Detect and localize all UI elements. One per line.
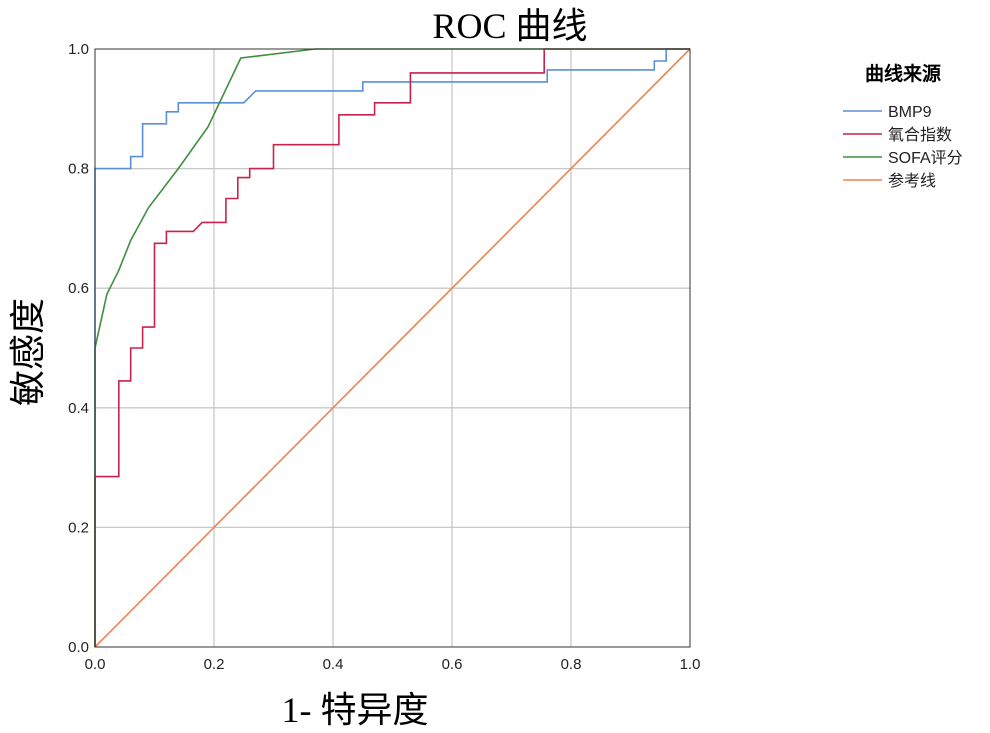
legend-label: 参考线 [888, 172, 936, 190]
legend-label: SOFA评分 [888, 149, 963, 167]
y-tick-label: 0.8 [68, 161, 89, 178]
y-tick-label: 0.6 [68, 280, 89, 297]
series-line-0 [94, 48, 690, 647]
legend-label: BMP9 [888, 104, 932, 121]
x-tick-label: 0.0 [85, 656, 106, 673]
y-tick-label: 0.4 [68, 400, 89, 417]
y-axis-label: 敏感度 [8, 298, 48, 406]
gridlines [95, 49, 690, 647]
x-tick-label: 0.8 [561, 656, 582, 673]
series-line-1 [94, 48, 690, 647]
legend-title: 曲线来源 [865, 62, 941, 85]
series-line-3 [94, 48, 691, 648]
y-tick-label: 1.0 [68, 41, 89, 58]
x-tick-label: 1.0 [680, 656, 701, 673]
y-tick-label: 0.0 [68, 639, 89, 656]
series-line-2 [94, 48, 690, 647]
x-tick-label: 0.6 [442, 656, 463, 673]
tick-labels: 0.0 0.2 0.4 0.6 0.8 1.0 0.0 0.2 0.4 0.6 0.8 1.0 [68, 41, 700, 673]
chart-title: ROC 曲线 [432, 6, 587, 46]
legend-label: 氧合指数 [888, 126, 952, 144]
x-tick-label: 0.4 [323, 656, 344, 673]
x-axis-label: 1- 特异度 [282, 690, 429, 730]
plot-frame [94, 48, 691, 648]
x-tick-label: 0.2 [204, 656, 225, 673]
series-layer [94, 48, 691, 648]
y-tick-label: 0.2 [68, 519, 89, 536]
